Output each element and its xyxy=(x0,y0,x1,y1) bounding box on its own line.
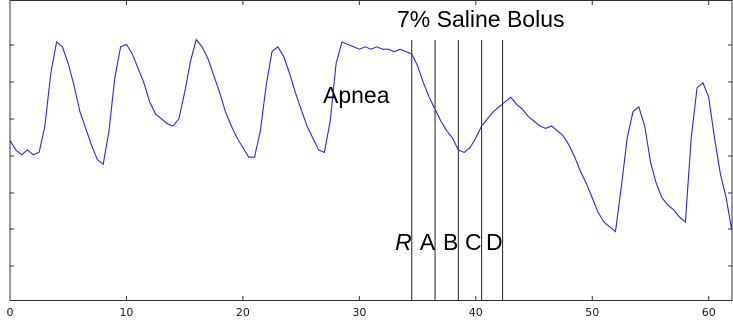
signal-series-line xyxy=(9,38,733,233)
apnea-annotation: Apnea xyxy=(323,82,390,108)
marker-label-D: D xyxy=(486,229,503,255)
y-tick-marks xyxy=(10,44,732,267)
marker-label-B: B xyxy=(443,229,458,255)
x-tick-label-60: 60 xyxy=(702,306,716,319)
x-tick-label-50: 50 xyxy=(585,306,599,319)
x-tick-label-40: 40 xyxy=(469,306,483,319)
marker-label-C: C xyxy=(465,229,482,255)
x-tick-label-0: 0 xyxy=(7,306,14,319)
saline-bolus-annotation: 7% Saline Bolus xyxy=(397,6,565,32)
marker-label-A: A xyxy=(420,229,436,255)
x-tick-label-20: 20 xyxy=(236,306,250,319)
plot-frame xyxy=(9,0,733,301)
x-tick-marks xyxy=(9,1,710,300)
event-marker-lines xyxy=(411,40,504,300)
marker-label-R: R xyxy=(395,229,412,255)
x-tick-label-30: 30 xyxy=(352,306,366,319)
x-tick-labels: 0 10 20 30 40 50 60 xyxy=(7,306,716,319)
x-tick-label-10: 10 xyxy=(119,306,133,319)
